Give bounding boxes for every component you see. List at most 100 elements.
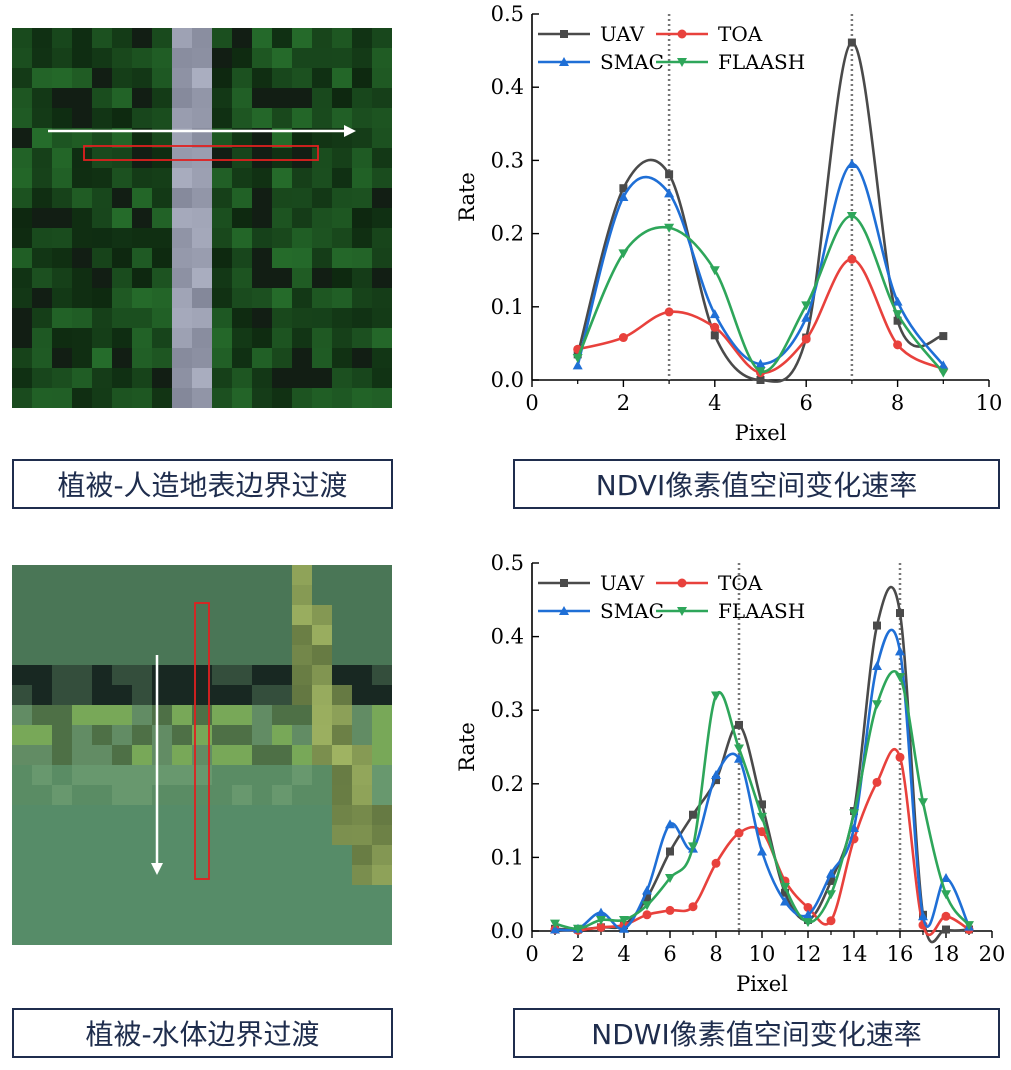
pixel-cell	[112, 68, 133, 89]
pixel-cell	[312, 725, 333, 746]
pixel-cell	[252, 148, 273, 169]
pixel-cell	[232, 645, 253, 666]
pixel-cell	[372, 348, 392, 369]
pixel-cell	[372, 128, 392, 149]
pixel-cell	[52, 705, 73, 726]
pixel-cell	[352, 765, 373, 786]
pixel-cell	[32, 208, 53, 229]
pixel-cell	[232, 845, 253, 866]
data-point	[756, 376, 765, 384]
pixel-cell	[292, 705, 313, 726]
pixel-cell	[212, 725, 233, 746]
pixel-cell	[272, 845, 293, 866]
pixel-cell	[92, 128, 113, 149]
pixel-cell	[332, 168, 353, 189]
pixel-cell	[72, 905, 93, 926]
pixel-cell	[292, 268, 313, 289]
pixel-cell	[372, 885, 392, 906]
x-tick-label: 2	[617, 391, 630, 415]
pixel-cell	[72, 308, 93, 329]
data-point	[873, 621, 881, 630]
pixel-cell	[152, 605, 173, 626]
pixel-cell	[332, 745, 353, 766]
pixel-cell	[352, 865, 373, 886]
pixel-cell	[332, 625, 353, 646]
data-point	[755, 367, 766, 377]
pixel-cell	[72, 348, 93, 369]
data-point	[559, 606, 569, 615]
pixel-cell	[192, 108, 213, 129]
pixel-cell	[372, 725, 392, 746]
pixel-cell	[72, 745, 93, 766]
pixel-cell	[112, 805, 133, 826]
pixel-cell	[172, 725, 193, 746]
pixel-cell	[272, 905, 293, 926]
pixel-cell	[312, 108, 333, 129]
pixel-cell	[92, 865, 113, 886]
pixel-cell	[252, 905, 273, 926]
pixel-cell	[212, 328, 233, 349]
pixel-cell	[312, 328, 333, 349]
pixel-cell	[312, 48, 333, 69]
pixel-cell	[272, 68, 293, 89]
data-point	[758, 800, 766, 809]
series-line-uav	[554, 585, 970, 944]
pixel-cell	[172, 565, 193, 586]
pixel-cell	[312, 388, 333, 408]
pixel-cell	[292, 128, 313, 149]
pixel-cell	[372, 388, 392, 408]
pixel-cell	[32, 168, 53, 189]
pixel-cell	[112, 745, 133, 766]
pixel-cell	[292, 68, 313, 89]
vegetation-water-mosaic	[12, 565, 392, 945]
data-point	[712, 776, 720, 785]
pixel-cell	[372, 88, 392, 109]
pixel-cell	[172, 785, 193, 806]
pixel-cell	[272, 288, 293, 309]
pixel-cell	[212, 208, 233, 229]
pixel-cell	[112, 288, 133, 309]
pixel-cell	[72, 685, 93, 706]
pixel-cell	[292, 845, 313, 866]
pixel-cell	[12, 188, 33, 209]
pixel-cell	[12, 368, 33, 389]
pixel-cell	[352, 128, 373, 149]
pixel-cell	[72, 805, 93, 826]
pixel-cell	[312, 228, 333, 249]
pixel-cell	[212, 68, 233, 89]
data-point	[893, 340, 903, 350]
pixel-cell	[272, 128, 293, 149]
data-point	[711, 769, 721, 779]
pixel-cell	[252, 565, 273, 586]
pixel-cell	[352, 825, 373, 846]
pixel-cell	[312, 765, 333, 786]
pixel-cell	[112, 328, 133, 349]
pixel-cell	[252, 825, 273, 846]
pixel-cell	[272, 565, 293, 586]
pixel-cell	[92, 725, 113, 746]
pixel-cell	[192, 288, 213, 309]
pixel-cell	[332, 28, 353, 49]
pixel-cell	[172, 605, 193, 626]
pixel-cell	[352, 348, 373, 369]
pixel-cell	[372, 865, 392, 886]
pixel-cell	[152, 268, 173, 289]
caption-bottom-left: 植被-水体边界过渡	[12, 1008, 393, 1058]
pixel-cell	[32, 388, 53, 408]
pixel-cell	[12, 765, 33, 786]
data-point	[550, 919, 560, 929]
pixel-cell	[252, 685, 273, 706]
pixel-cell	[292, 825, 313, 846]
pixel-cell	[132, 665, 153, 686]
data-point	[710, 322, 720, 332]
data-point	[781, 888, 789, 897]
pixel-cell	[172, 28, 193, 49]
pixel-cell	[52, 108, 73, 129]
pixel-cell	[292, 685, 313, 706]
data-point	[665, 170, 674, 179]
pixel-cell	[292, 368, 313, 389]
pixel-cell	[372, 168, 392, 189]
pixel-cell	[192, 825, 213, 846]
pixel-cell	[52, 188, 73, 209]
pixel-cell	[52, 348, 73, 369]
